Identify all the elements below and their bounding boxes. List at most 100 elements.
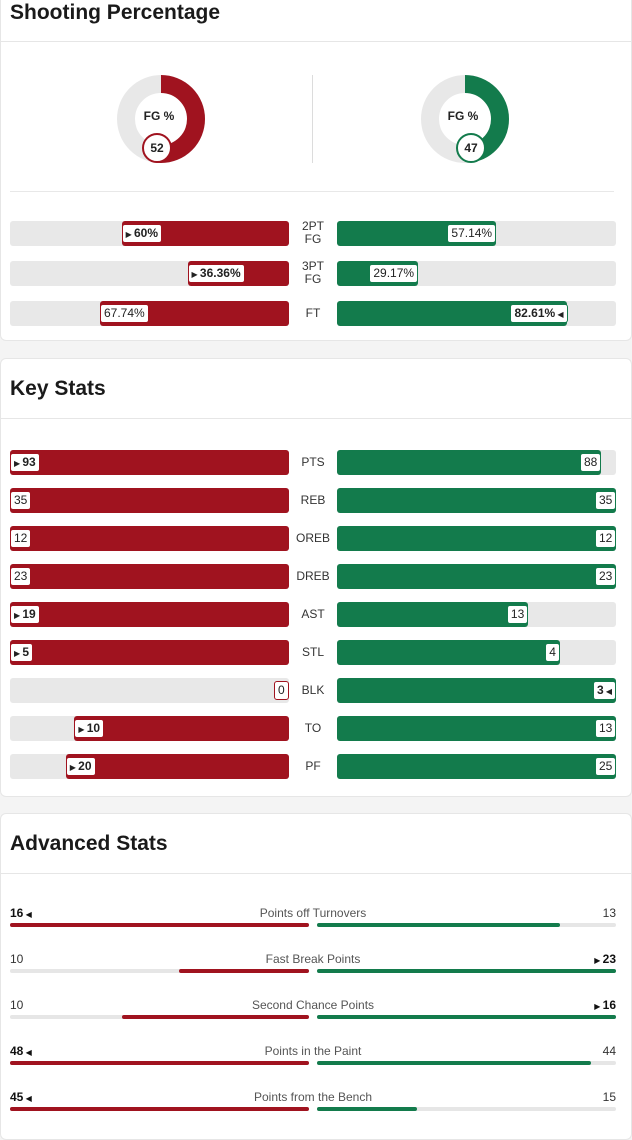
lead-arrow-icon: ◀ [23, 910, 32, 919]
advanced-home-track [10, 923, 309, 927]
advanced-home-value: 10 [10, 998, 23, 1012]
lead-arrow-icon: ▶ [14, 459, 23, 468]
key_stats-home-value-text: 93 [22, 455, 36, 469]
key_stats-home-fill [10, 488, 289, 513]
key_stats-home-track: 35 [10, 488, 289, 513]
key_stats-away-value: 12 [595, 529, 617, 548]
advanced-home-fill [10, 923, 309, 927]
key_stats-category-label: OREB [295, 531, 330, 545]
key_stats-home-value-text: 19 [22, 607, 36, 621]
key_stats-away-value-text: 35 [599, 493, 613, 507]
key_stats-home-fill [10, 602, 289, 627]
shooting-home-value-text: 67.74% [104, 306, 145, 320]
shooting-category-line: 3PT [301, 259, 324, 273]
shooting-category-label: 2PT FG [291, 220, 335, 246]
key_stats-away-fill [337, 754, 616, 779]
advanced-away-track [317, 1061, 616, 1065]
key_stats-away-value-text: 3 [597, 683, 604, 697]
key_stats-away-track: 25 [337, 754, 617, 779]
key_stats-home-value-text: 5 [22, 645, 30, 659]
advanced-home-value-text: 45 [10, 1090, 24, 1104]
lead-arrow-icon: ◀ [23, 1094, 32, 1103]
advanced-stat-row: 45 ◀ Points from the Bench 15 [1, 1090, 631, 1130]
shooting-away-track: 57.14% [337, 221, 616, 246]
advanced-home-track [10, 1015, 309, 1019]
advanced-stats-title: Advanced Stats [10, 832, 168, 855]
lead-arrow-icon: ◀ [555, 310, 564, 319]
key_stats-category-label: AST [301, 607, 325, 621]
advanced-category-label: Second Chance Points [251, 998, 375, 1012]
key_stats-category-label: BLK [301, 683, 325, 697]
key_stats-home-value: 12 [10, 529, 32, 548]
shooting-category-label: FT [305, 306, 321, 320]
key_stats-away-fill [337, 716, 616, 741]
advanced-away-value-text: 23 [602, 952, 616, 966]
lead-arrow-icon: ▶ [594, 956, 603, 965]
shooting-title-divider [1, 41, 631, 42]
shooting-category-line: 2PT [301, 219, 324, 233]
advanced-away-value: 15 [603, 1090, 616, 1104]
advanced-home-value: 48 ◀ [10, 1044, 32, 1058]
key_stats-away-track: 12 [337, 526, 617, 551]
key_stats-away-value-text: 25 [599, 759, 613, 773]
lead-arrow-icon: ▶ [191, 270, 200, 279]
key_stats-away-fill [337, 526, 616, 551]
advanced-away-fill [317, 969, 616, 973]
key_stats-away-track: 13 [337, 602, 616, 627]
lead-arrow-icon: ▶ [14, 611, 23, 620]
shooting-percentage-card: Shooting Percentage FG % 52 FG % 47 ▶ 60… [0, 0, 632, 341]
home-fg-donut: FG % 52 [115, 73, 207, 165]
key_stats-away-fill [337, 488, 616, 513]
advanced-home-fill [122, 1015, 309, 1019]
advanced-home-value: 10 [10, 952, 23, 966]
key_stats-home-value-text: 35 [14, 493, 28, 507]
key_stats-category-label: PF [305, 759, 321, 773]
advanced-home-value-text: 16 [10, 906, 24, 920]
key_stats-away-track: 3 ◀ [337, 678, 617, 703]
key_stats-home-value: ▶ 10 [74, 719, 105, 738]
advanced-away-value-text: 16 [602, 998, 616, 1012]
key_stats-away-track: 23 [337, 564, 617, 589]
key_stats-away-fill [337, 450, 601, 475]
advanced-category-label: Points in the Paint [264, 1044, 362, 1058]
key_stats-away-value: 23 [595, 567, 617, 586]
shooting-home-value: ▶ 36.36% [187, 264, 245, 283]
away-fg-donut: FG % 47 [419, 73, 511, 165]
key_stats-category-label: STL [301, 645, 324, 659]
key_stats-home-track: ▶ 20 [10, 754, 289, 779]
key_stats-home-value-text: 23 [14, 569, 28, 583]
advanced-home-fill [179, 969, 309, 973]
lead-arrow-icon: ▶ [594, 1002, 603, 1011]
lead-arrow-icon: ▶ [69, 763, 79, 772]
key_stats-category-label: REB [300, 493, 326, 507]
advanced-away-fill [317, 1015, 616, 1019]
key_stats-home-value: ▶ 5 [10, 643, 34, 662]
advanced-category-label: Points from the Bench [253, 1090, 373, 1104]
shooting-row-separator [10, 191, 614, 192]
key_stats-home-value: 35 [10, 491, 32, 510]
advanced-home-value-text: 48 [10, 1044, 24, 1058]
advanced-away-value-text: 15 [602, 1090, 616, 1104]
key_stats-away-track: 35 [337, 488, 617, 513]
shooting-away-value-text: 57.14% [451, 226, 493, 240]
key_stats-home-fill [10, 450, 289, 475]
shooting-home-track: 67.74% [10, 301, 289, 326]
advanced-away-track [317, 1015, 616, 1019]
lead-arrow-icon: ▶ [78, 725, 87, 734]
shooting-category-label: 3PT FG [291, 260, 335, 286]
shooting-away-track: 29.17% [337, 261, 616, 286]
lead-arrow-icon: ▶ [14, 649, 23, 658]
donut-separator [312, 75, 313, 163]
key_stats-home-track: 23 [10, 564, 289, 589]
advanced-home-fill [10, 1061, 309, 1065]
home-fg-label: FG % [143, 109, 175, 123]
key_stats-home-value-text: 10 [86, 721, 101, 735]
advanced-away-track [317, 969, 616, 973]
key_stats-away-value: 25 [595, 757, 617, 776]
key-stats-title-divider [1, 418, 631, 419]
key_stats-home-track: 0 [10, 678, 289, 703]
advanced-home-value-text: 10 [10, 998, 24, 1012]
shooting-away-value-text: 29.17% [373, 266, 415, 280]
key_stats-home-track: ▶ 93 [10, 450, 289, 475]
advanced-stat-row: 10 Second Chance Points ▶ 16 [1, 998, 631, 1038]
